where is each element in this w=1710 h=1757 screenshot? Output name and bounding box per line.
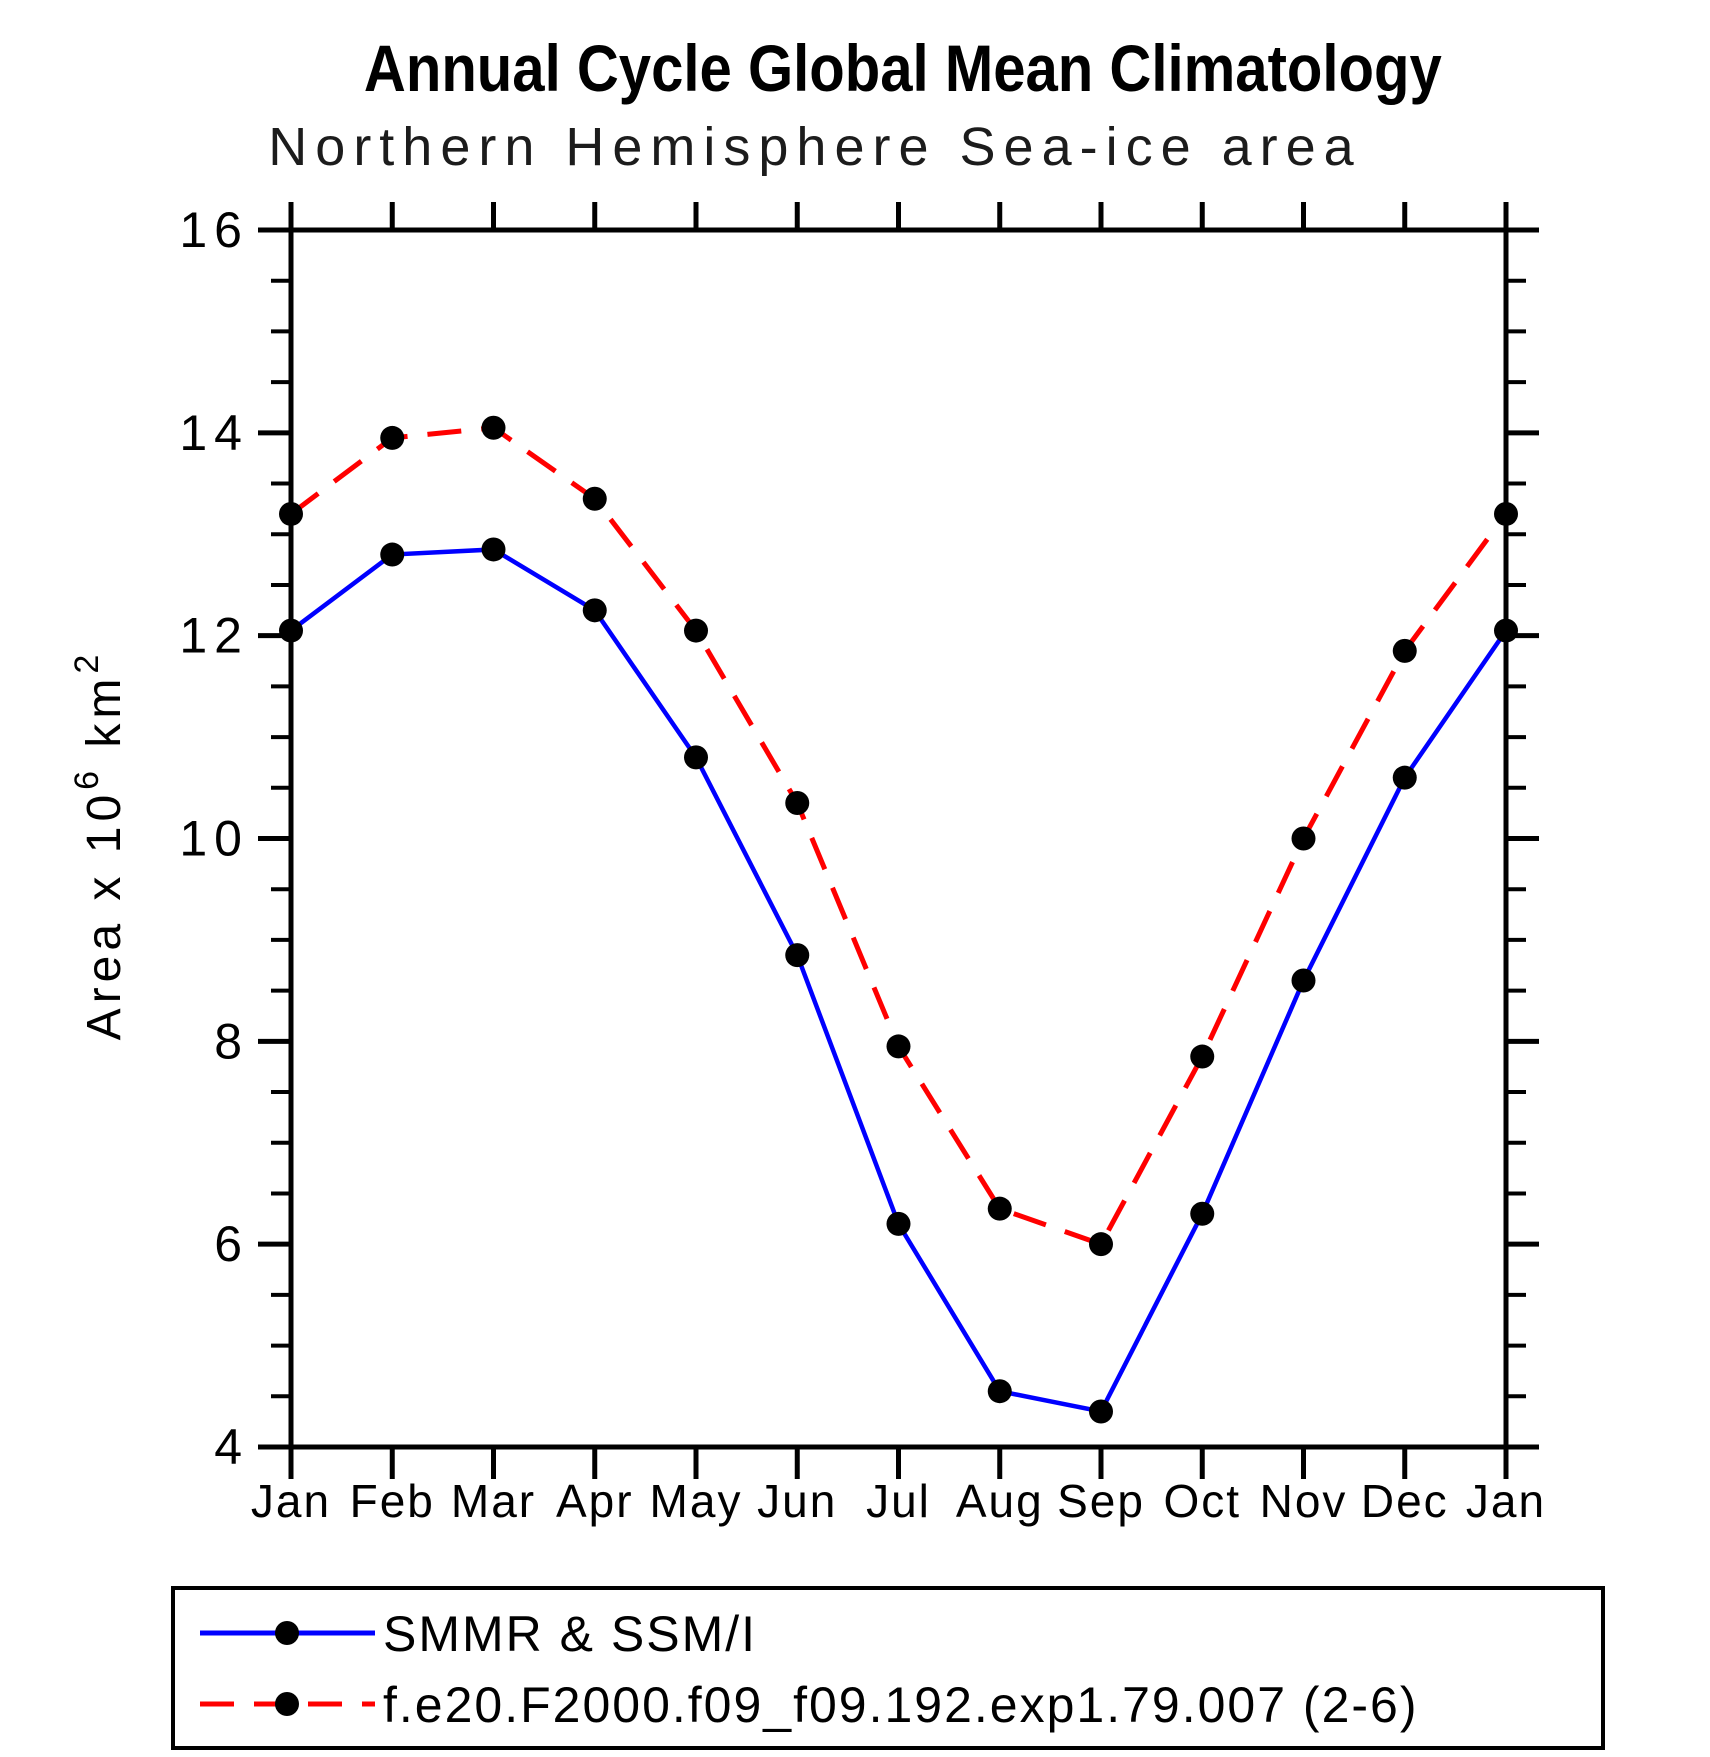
data-point-marker — [1392, 765, 1417, 790]
x-tick-label: Jan — [251, 1475, 331, 1527]
data-point-marker — [582, 486, 607, 511]
legend-label-smmr-ssmi: SMMR & SSM/I — [383, 1606, 757, 1662]
data-point-marker — [481, 415, 506, 440]
x-tick-label: Apr — [556, 1475, 634, 1527]
data-point-marker — [684, 745, 708, 770]
data-point-marker — [481, 537, 506, 562]
data-point-marker — [1291, 826, 1316, 851]
data-point-marker — [279, 618, 303, 643]
data-point-marker — [684, 618, 708, 643]
x-tick-label: Jun — [757, 1475, 837, 1527]
y-tick-label: 14 — [179, 405, 249, 461]
data-point-marker — [279, 501, 303, 526]
data-point-marker — [1291, 968, 1316, 993]
plot-frame — [288, 227, 1509, 1450]
data-point-marker — [987, 1196, 1012, 1221]
data-point-marker — [785, 943, 810, 968]
x-tick-label: Feb — [350, 1475, 435, 1527]
data-point-marker — [1494, 618, 1518, 643]
data-point-marker — [1190, 1044, 1215, 1069]
x-tick-label: Jul — [866, 1475, 931, 1527]
x-tick-label: Dec — [1361, 1475, 1449, 1527]
data-point-marker — [785, 791, 810, 816]
chart-subtitle: Northern Hemisphere Sea-ice area — [268, 117, 1362, 177]
y-tick-label: 4 — [214, 1419, 249, 1475]
data-point-marker — [1392, 638, 1417, 663]
legend-marker-smmr — [275, 1621, 299, 1645]
plot-area: Jan Feb Mar Apr May Jun Jul Aug Sep Oct Nov Dec Jan4… — [179, 202, 1546, 1527]
x-tick-label: Mar — [451, 1475, 536, 1527]
legend: SMMR & SSM/I f.e20.F2000.f09_f09.192.exp… — [171, 1586, 1605, 1750]
data-point-marker — [1494, 501, 1518, 526]
data-point-marker — [1089, 1399, 1113, 1424]
data-point-marker — [886, 1211, 911, 1236]
y-axis-title: Area x 106 km2 — [68, 650, 131, 1041]
x-tick-label: Aug — [956, 1475, 1044, 1527]
data-point-marker — [987, 1379, 1012, 1404]
y-tick-label: 10 — [179, 811, 249, 867]
y-tick-label: 16 — [179, 202, 249, 258]
legend-box — [171, 1586, 1605, 1750]
x-tick-label: Jan — [1466, 1475, 1546, 1527]
x-tick-label: Nov — [1260, 1475, 1348, 1527]
data-point-marker — [380, 425, 405, 450]
y-tick-label: 6 — [214, 1216, 249, 1272]
y-tick-label: 12 — [179, 608, 249, 664]
chart-title: Annual Cycle Global Mean Climatology — [363, 31, 1442, 105]
data-point-marker — [1089, 1232, 1113, 1257]
y-tick-label: 8 — [214, 1013, 249, 1069]
x-tick-label: May — [650, 1475, 743, 1527]
legend-label-model: f.e20.F2000.f09_f09.192.exp1.79.007 (2-6… — [383, 1677, 1419, 1733]
x-tick-label: Sep — [1057, 1475, 1145, 1527]
data-point-marker — [380, 542, 405, 567]
legend-marker-model — [275, 1692, 299, 1716]
series-line-0 — [289, 547, 1508, 1415]
data-point-marker — [1190, 1201, 1215, 1226]
data-point-marker — [886, 1034, 911, 1059]
x-tick-label: Oct — [1163, 1475, 1241, 1527]
data-point-marker — [582, 598, 607, 623]
